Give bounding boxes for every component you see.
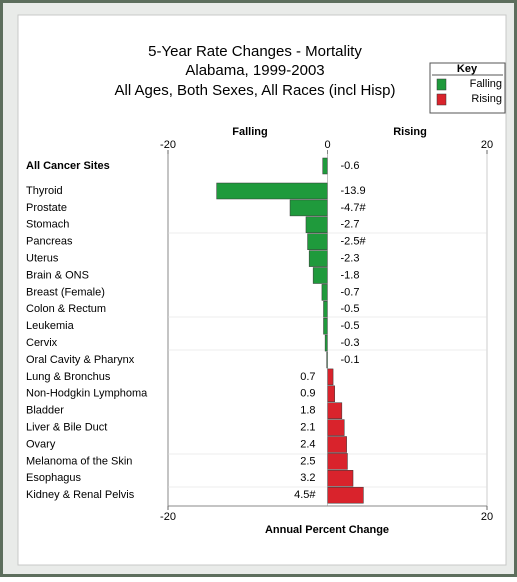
value-label: 4.5# xyxy=(294,489,316,501)
side-label: Falling xyxy=(232,126,267,138)
bar xyxy=(305,216,328,234)
category-label: Stomach xyxy=(26,219,69,231)
bar xyxy=(323,317,328,335)
value-label: 3.2 xyxy=(300,472,315,484)
value-label: -0.6 xyxy=(341,160,360,172)
side-label: Rising xyxy=(393,126,427,138)
bar xyxy=(327,486,364,504)
bar xyxy=(308,250,328,267)
value-label: -13.9 xyxy=(341,185,366,197)
chart-title: 5-Year Rate Changes - Mortality xyxy=(148,43,362,60)
category-label: All Cancer Sites xyxy=(26,160,110,172)
value-label: -0.7 xyxy=(341,286,360,298)
value-label: 1.8 xyxy=(300,405,315,417)
legend-title: Key xyxy=(457,63,478,75)
x-tick-label: -20 xyxy=(160,511,176,523)
category-label: Pancreas xyxy=(26,236,73,248)
category-label: Lung & Bronchus xyxy=(26,371,111,383)
bar xyxy=(327,436,347,453)
chart-subtitle: Alabama, 1999-2003 xyxy=(185,62,324,79)
category-label: Liver & Bile Duct xyxy=(26,422,107,434)
bar xyxy=(216,182,328,200)
bar xyxy=(289,199,328,217)
legend-label: Rising xyxy=(471,93,502,105)
value-label: -2.5# xyxy=(341,236,367,248)
x-tick-label: 20 xyxy=(481,139,493,151)
category-label: Uterus xyxy=(26,253,59,265)
category-label: Brain & ONS xyxy=(26,269,89,281)
category-label: Esophagus xyxy=(26,472,82,484)
legend-swatch xyxy=(436,93,447,106)
category-label: Leukemia xyxy=(26,320,75,332)
bar xyxy=(327,368,334,386)
value-label: 2.5 xyxy=(300,455,315,467)
category-label: Prostate xyxy=(26,202,67,214)
legend-swatch xyxy=(436,78,447,91)
bar xyxy=(327,470,354,487)
value-label: -4.7# xyxy=(341,202,367,214)
value-label: 2.4 xyxy=(300,438,315,450)
legend-label: Falling xyxy=(470,78,502,90)
value-label: -0.5 xyxy=(341,320,360,332)
category-label: Ovary xyxy=(26,438,56,450)
category-label: Thyroid xyxy=(26,185,63,197)
bar xyxy=(327,453,348,470)
bar xyxy=(327,385,335,403)
chart-subtitle: All Ages, Both Sexes, All Races (incl Hi… xyxy=(115,82,396,99)
value-label: 0.7 xyxy=(300,371,315,383)
value-label: -2.3 xyxy=(341,253,360,265)
category-label: Kidney & Renal Pelvis xyxy=(26,489,135,501)
x-tick-label: 0 xyxy=(324,139,330,151)
bar xyxy=(323,301,328,318)
panel xyxy=(17,14,507,566)
x-tick-label: 20 xyxy=(481,511,493,523)
value-label: -0.3 xyxy=(341,337,360,349)
value-label: -1.8 xyxy=(341,269,360,281)
value-label: -2.7 xyxy=(341,219,360,231)
bar xyxy=(307,233,328,250)
bar xyxy=(312,267,328,284)
category-label: Non-Hodgkin Lymphoma xyxy=(26,388,148,400)
category-label: Breast (Female) xyxy=(26,286,105,298)
category-label: Cervix xyxy=(26,337,58,349)
bar xyxy=(327,402,343,419)
x-axis-label: Annual Percent Change xyxy=(265,524,389,536)
x-tick-label: -20 xyxy=(160,139,176,151)
bar xyxy=(327,419,345,436)
value-label: -0.5 xyxy=(341,303,360,315)
bar xyxy=(321,284,328,301)
category-label: Melanoma of the Skin xyxy=(26,455,132,467)
bar xyxy=(324,334,328,352)
category-label: Bladder xyxy=(26,405,64,417)
category-label: Colon & Rectum xyxy=(26,303,106,315)
bar xyxy=(322,157,328,175)
value-label: -0.1 xyxy=(341,354,360,366)
category-label: Oral Cavity & Pharynx xyxy=(26,354,135,366)
value-label: 2.1 xyxy=(300,422,315,434)
value-label: 0.9 xyxy=(300,388,315,400)
